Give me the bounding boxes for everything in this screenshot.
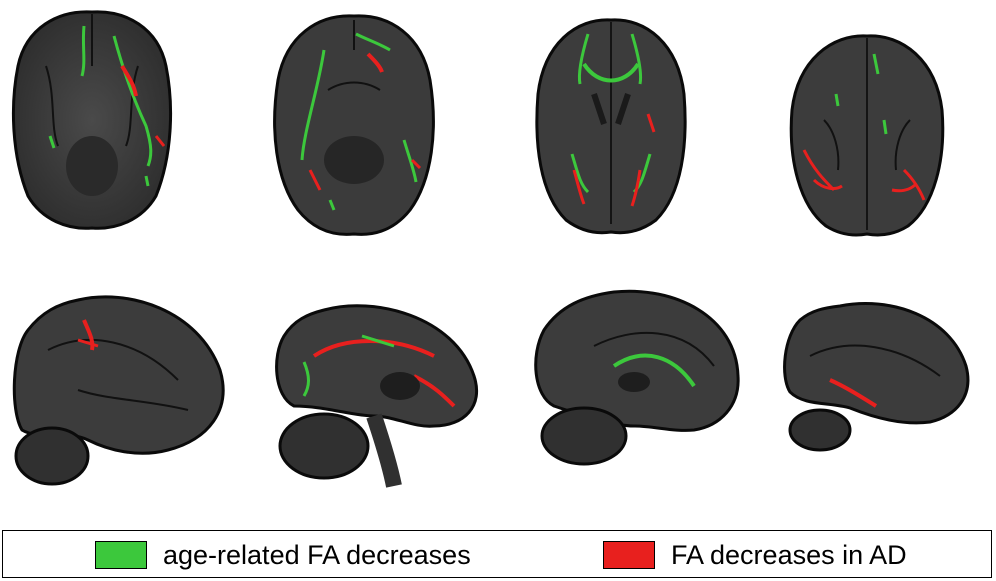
legend: age-related FA decreases FA decreases in… [2,530,992,578]
sagittal-slice-3 [524,286,746,472]
axial-slice-1 [6,6,178,234]
green-swatch [95,541,147,569]
sagittal-slice-2 [264,296,486,496]
legend-label: age-related FA decreases [163,539,471,570]
axial-slice-3 [528,14,694,236]
legend-item-age-related: age-related FA decreases [95,540,471,570]
legend-label: FA decreases in AD [671,539,907,570]
axial-slice-2 [264,10,444,238]
red-swatch [603,541,655,569]
axial-slice-4 [784,30,950,238]
legend-item-ad: FA decreases in AD [603,540,907,570]
sagittal-slice-4 [780,296,976,456]
sagittal-slice-1 [8,290,230,488]
